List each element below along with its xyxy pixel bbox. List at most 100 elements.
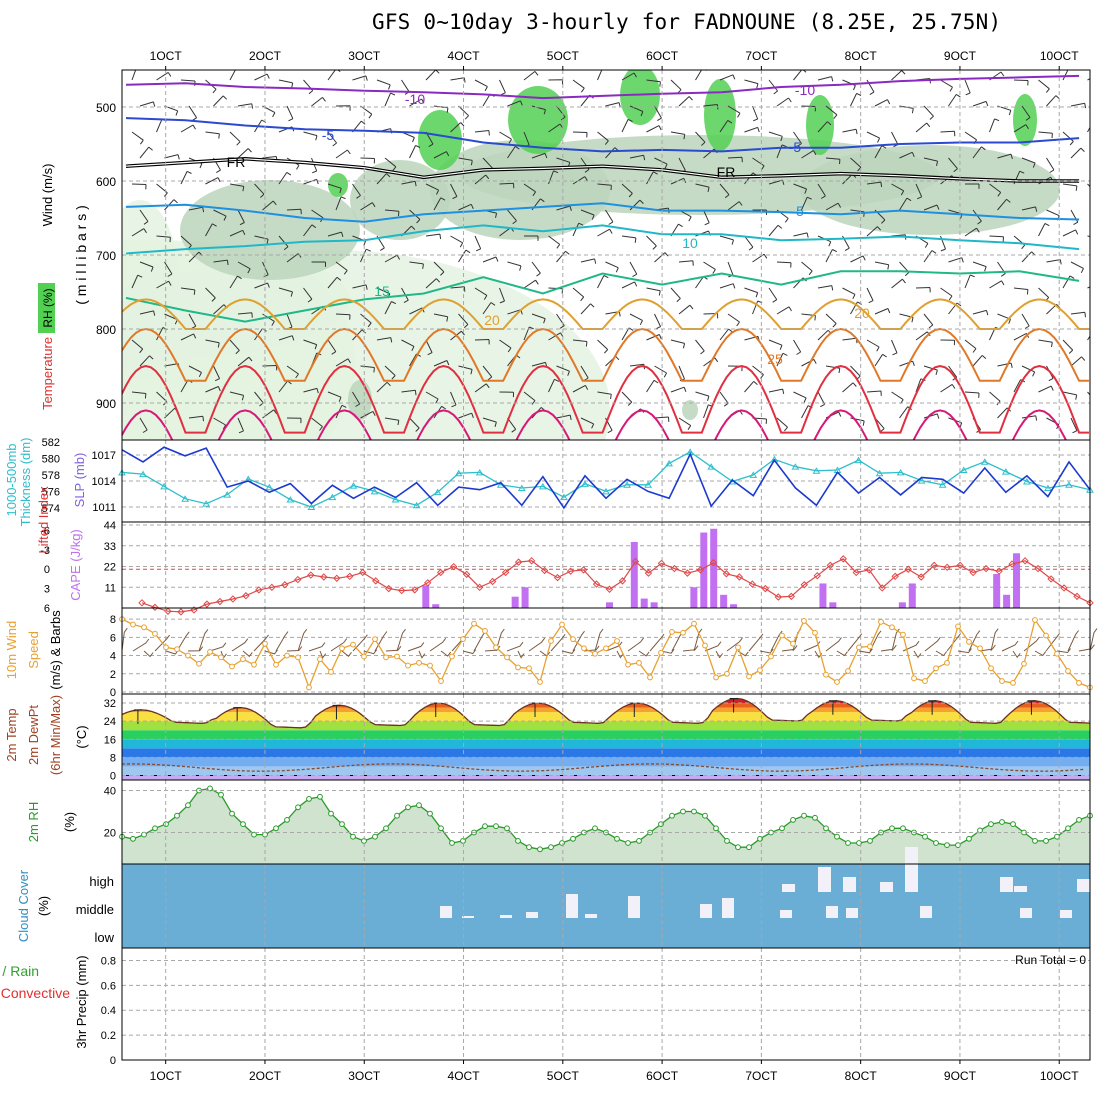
pressure-tick: 600 — [96, 175, 116, 189]
wind-tick: 4 — [110, 651, 116, 663]
wind-speed-point — [450, 654, 455, 659]
rh2m-point — [637, 839, 642, 844]
rh2m-fill — [122, 788, 1090, 864]
cloud-high — [818, 867, 831, 892]
temp-tick: 8 — [110, 752, 116, 764]
rh2m-point — [615, 836, 620, 841]
label-thickness-2: Thickness (dm) — [18, 438, 33, 527]
thickness-tick: 580 — [42, 453, 60, 465]
wind-speed-point — [890, 625, 895, 630]
isotherm-label: 5 — [796, 203, 804, 219]
rh2m-point — [835, 834, 840, 839]
rh2m-point — [560, 841, 565, 846]
wind-speed-point — [505, 655, 510, 660]
wind-barb-10m — [397, 629, 406, 651]
wind-speed-point — [967, 639, 972, 644]
wind-barb-10m — [991, 629, 998, 651]
label-precip-total: Total / Rain — [0, 963, 39, 979]
run-total-text: Run Total = 0 — [1015, 953, 1086, 967]
wind-speed-point — [582, 646, 587, 651]
wind-speed-point — [1022, 661, 1027, 666]
temp-band — [122, 757, 1090, 766]
wind-speed-point — [406, 663, 411, 668]
rh2m-point — [395, 813, 400, 818]
rh2m-point — [516, 839, 521, 844]
label-thickness-1: 1000-500mb — [4, 444, 19, 517]
precip-tick: 0.4 — [101, 1005, 116, 1017]
label-cloud: Cloud Cover — [16, 869, 31, 942]
time-tick-bottom: 4OCT — [448, 1069, 481, 1083]
rh2m-point — [274, 826, 279, 831]
rh2m-point — [868, 839, 873, 844]
rh2m-point — [813, 815, 818, 820]
temp-band — [122, 739, 1090, 748]
rh2m-point — [230, 811, 235, 816]
wind-speed-point — [516, 665, 521, 670]
wind-speed-point — [538, 680, 543, 685]
rh2m-point — [714, 826, 719, 831]
li-tick: 0 — [44, 564, 50, 576]
slp-tick: 1017 — [92, 450, 116, 462]
time-tick-bottom: 10OCT — [1040, 1069, 1079, 1083]
isotherm-label: -10 — [405, 91, 425, 107]
wind-speed-point — [879, 619, 884, 624]
wind-barb-10m — [881, 645, 896, 651]
wind-speed-point — [912, 676, 917, 681]
rh2m-point — [593, 826, 598, 831]
time-tick-bottom: 3OCT — [348, 1069, 381, 1083]
isotherm-label: -10 — [795, 82, 815, 98]
wind-tick: 6 — [110, 632, 116, 644]
wind-speed-point — [219, 655, 224, 660]
rh2m-point — [318, 794, 323, 799]
wind-barb — [1096, 262, 1100, 277]
cape-bar — [512, 597, 519, 608]
rh2m-point — [659, 822, 664, 827]
temp-fill-group — [122, 694, 1090, 780]
wind-speed-point — [868, 644, 873, 649]
wind-speed-point — [1077, 680, 1082, 685]
rh2m-point — [967, 836, 972, 841]
wind-speed-point — [483, 629, 488, 634]
wind-speed-point — [329, 670, 334, 675]
time-tick-top: 1OCT — [150, 49, 183, 63]
wind-speed-point — [791, 641, 796, 646]
wind-speed-point — [593, 651, 598, 656]
wind-barb-10m — [914, 651, 921, 657]
temp-tick: 16 — [104, 734, 116, 746]
rh2m-point — [824, 826, 829, 831]
wind-barb — [1096, 314, 1100, 325]
temp-band — [122, 748, 1090, 757]
cape-bar — [710, 529, 717, 608]
wind-barb-10m — [122, 628, 127, 651]
wind-barb-10m — [518, 651, 524, 658]
wind-barb-10m — [650, 634, 664, 651]
wind-speed-point — [692, 621, 697, 626]
wind-speed-point — [846, 669, 851, 674]
wind-barb-10m — [826, 637, 842, 651]
wind-speed-point — [494, 645, 499, 650]
rh2m-point — [791, 818, 796, 823]
wind-speed-point — [439, 679, 444, 684]
rh-tick: 20 — [104, 828, 116, 840]
temp-tick: 32 — [104, 698, 116, 710]
time-tick-top: 6OCT — [646, 49, 679, 63]
wind-speed-point — [208, 650, 213, 655]
precip-tick: 0.2 — [101, 1030, 116, 1042]
time-tick-top: 4OCT — [448, 49, 481, 63]
label-precip: 3hr Precip (mm) — [74, 955, 89, 1048]
label-temp-unit: (°C) — [74, 725, 89, 748]
label-wind: Wind (m/s) — [40, 164, 55, 227]
cloud-middle — [566, 894, 578, 918]
cape-bar — [720, 595, 727, 608]
wind-speed-point — [351, 642, 356, 647]
wind-tick: 2 — [110, 669, 116, 681]
wind-speed-point — [615, 639, 620, 644]
wind-barb-10m — [210, 643, 226, 651]
rh2m-point — [461, 839, 466, 844]
wind-barb-10m — [342, 651, 352, 656]
wind-speed-point — [197, 661, 202, 666]
wind-barb-10m — [1079, 645, 1094, 651]
wind-speed-point — [252, 662, 257, 667]
time-tick-bottom: 1OCT — [150, 1069, 183, 1083]
rh-shade — [806, 95, 834, 155]
